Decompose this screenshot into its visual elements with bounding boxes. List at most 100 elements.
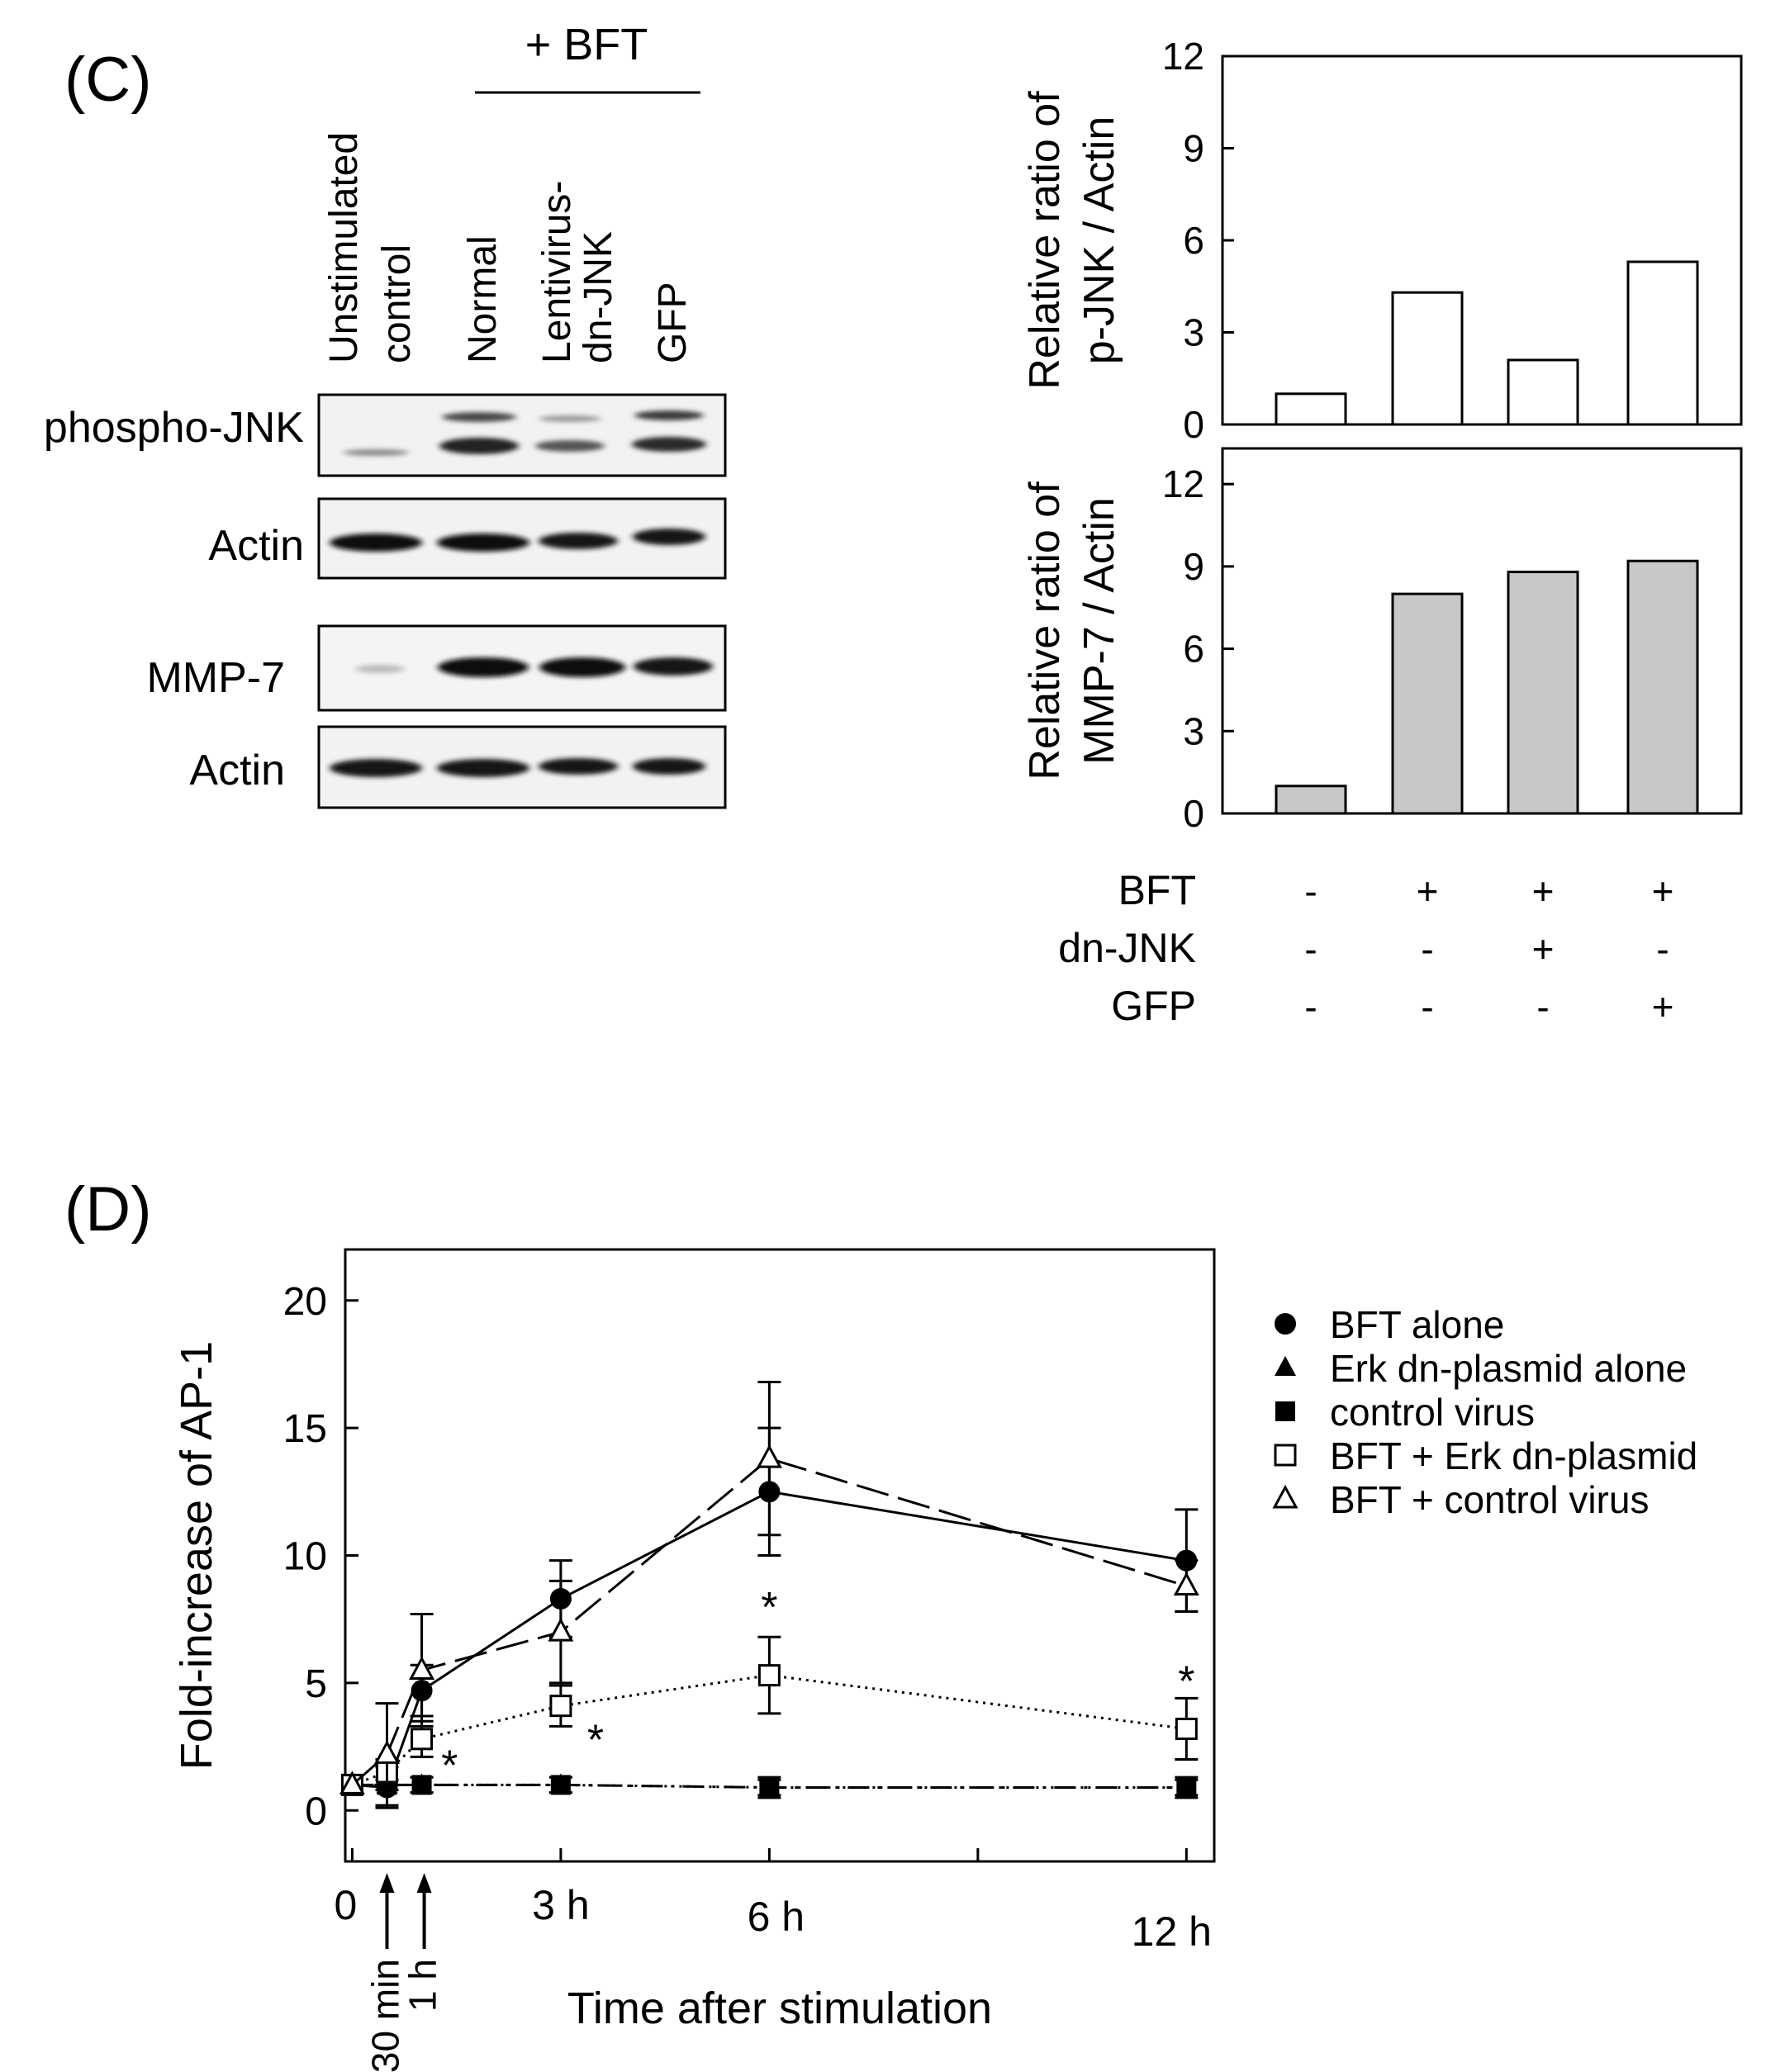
legend-marker [1272, 1484, 1298, 1509]
condition-row-label-bft: BFT [1118, 867, 1196, 913]
legend-label: BFT + Erk dn-plasmid [1330, 1434, 1697, 1477]
condition-cell: - [1304, 870, 1317, 913]
blot-label-mmp7: MMP-7 [146, 654, 285, 702]
y-tick-label: 5 [305, 1662, 327, 1706]
bar-chart-pjnk: 0 3 6 9 12 Relative ratio of p-JNK / Actin [1021, 35, 1743, 446]
x-axis-label: Time after stimulation [567, 1984, 992, 2033]
condition-cell: - [1536, 985, 1549, 1028]
series [340, 1635, 1199, 1796]
bar [1275, 392, 1347, 426]
y-tick-label: 6 [1183, 628, 1204, 671]
data-point [339, 1771, 365, 1795]
condition-cell: - [1656, 927, 1669, 970]
y-tick-label: 12 [1162, 462, 1204, 505]
legend-marker [1275, 1356, 1296, 1376]
time-arrow-head [416, 1873, 432, 1893]
time-arrow-head [379, 1873, 395, 1893]
legend-label: BFT alone [1330, 1303, 1504, 1346]
y-tick-label: 12 [1162, 35, 1204, 78]
data-point [757, 1664, 781, 1687]
data-point [411, 1775, 432, 1795]
blot-phospho-jnk [317, 393, 727, 477]
data-point [549, 1695, 572, 1718]
significance-mark: * [587, 1717, 604, 1765]
bar [1507, 571, 1579, 815]
x-tick-label: 6 h [748, 1894, 805, 1940]
x-tick-label: 12 h [1132, 1908, 1212, 1955]
series [339, 1381, 1199, 1807]
data-point [550, 1775, 571, 1795]
condition-cell: + [1532, 927, 1555, 970]
condition-table: BFT dn-JNK GFP - + + + - - + - - - - + [1058, 867, 1673, 1029]
y-tick-label: 15 [283, 1407, 327, 1451]
bar [1626, 260, 1699, 426]
svg-text:dn-JNK: dn-JNK [577, 231, 620, 363]
svg-text:Lentivirus-: Lentivirus- [535, 181, 579, 363]
condition-cell: - [1304, 985, 1317, 1028]
y-axis-label: Relative ratio of [1021, 481, 1069, 780]
plot-frame [1221, 447, 1743, 815]
lane-label-unstimulated: Unstimulated control [322, 132, 419, 363]
y-axis-label: Fold-increase of AP-1 [172, 1341, 221, 1770]
data-point [411, 1728, 434, 1751]
y-tick-label: 6 [1183, 219, 1204, 262]
svg-text:GFP: GFP [651, 282, 695, 363]
significance-mark: * [441, 1742, 458, 1790]
legend-marker [1275, 1401, 1295, 1421]
bar-chart-mmp7: 0 3 6 9 12 Relative ratio of MMP-7 / Actin [1021, 447, 1743, 835]
legend-label: Erk dn-plasmid alone [1330, 1347, 1687, 1390]
y-axis-label: MMP-7 / Actin [1075, 497, 1123, 765]
svg-text:control: control [375, 244, 419, 363]
condition-cell: + [1532, 870, 1555, 913]
blot-label-phospho-jnk: phospho-JNK [44, 404, 304, 452]
condition-cell: + [1652, 870, 1674, 913]
data-point [1175, 1717, 1198, 1740]
y-tick-label: 0 [1183, 792, 1204, 835]
legend-marker [1274, 1444, 1297, 1467]
y-axis-label: Relative ratio of [1021, 91, 1069, 390]
blot-label-actin-1: Actin [208, 522, 304, 570]
bft-treatment-header: + BFT [525, 20, 648, 69]
bar [1626, 559, 1699, 815]
significance-mark: * [761, 1584, 777, 1632]
blot-actin-2 [317, 725, 727, 809]
time-arrow-label: 1 h [401, 1959, 444, 2012]
bar [1507, 358, 1579, 426]
lane-label-lentivirus: Lentivirus- dn-JNK [535, 181, 620, 363]
svg-text:Normal: Normal [461, 235, 505, 363]
series-line [351, 1457, 1187, 1786]
condition-cell: - [1421, 985, 1433, 1028]
y-tick-label: 0 [305, 1790, 327, 1833]
legend-label: control virus [1330, 1391, 1535, 1434]
legend-marker [1275, 1313, 1296, 1335]
data-point [1176, 1777, 1197, 1798]
series-line [352, 1783, 1187, 1789]
y-tick-label: 3 [1183, 311, 1204, 354]
data-point [756, 1444, 782, 1468]
y-tick-label: 0 [1183, 403, 1204, 446]
svg-text:Unstimulated: Unstimulated [322, 132, 366, 363]
condition-row-label-gfp: GFP [1111, 983, 1196, 1029]
time-arrow-label: 30 min [363, 1959, 406, 2072]
y-axis-label: p-JNK / Actin [1075, 116, 1123, 365]
bar [1391, 592, 1464, 815]
y-tick-label: 9 [1183, 545, 1204, 588]
legend-label: BFT + control virus [1330, 1478, 1649, 1521]
lane-label-normal: Normal [461, 235, 505, 363]
blot-actin-1 [317, 497, 727, 580]
data-point [1173, 1572, 1199, 1596]
y-tick-label: 9 [1183, 127, 1204, 170]
x-tick-label: 3 h [532, 1882, 590, 1928]
y-tick-label: 20 [283, 1280, 327, 1324]
bar [1275, 785, 1347, 815]
panel-c-label: (C) [64, 45, 152, 115]
bar [1391, 291, 1464, 426]
panel-d-label: (D) [64, 1174, 152, 1245]
y-tick-label: 10 [283, 1535, 327, 1579]
data-point [409, 1656, 435, 1680]
data-point [373, 1740, 401, 1764]
condition-cell: + [1652, 985, 1674, 1028]
